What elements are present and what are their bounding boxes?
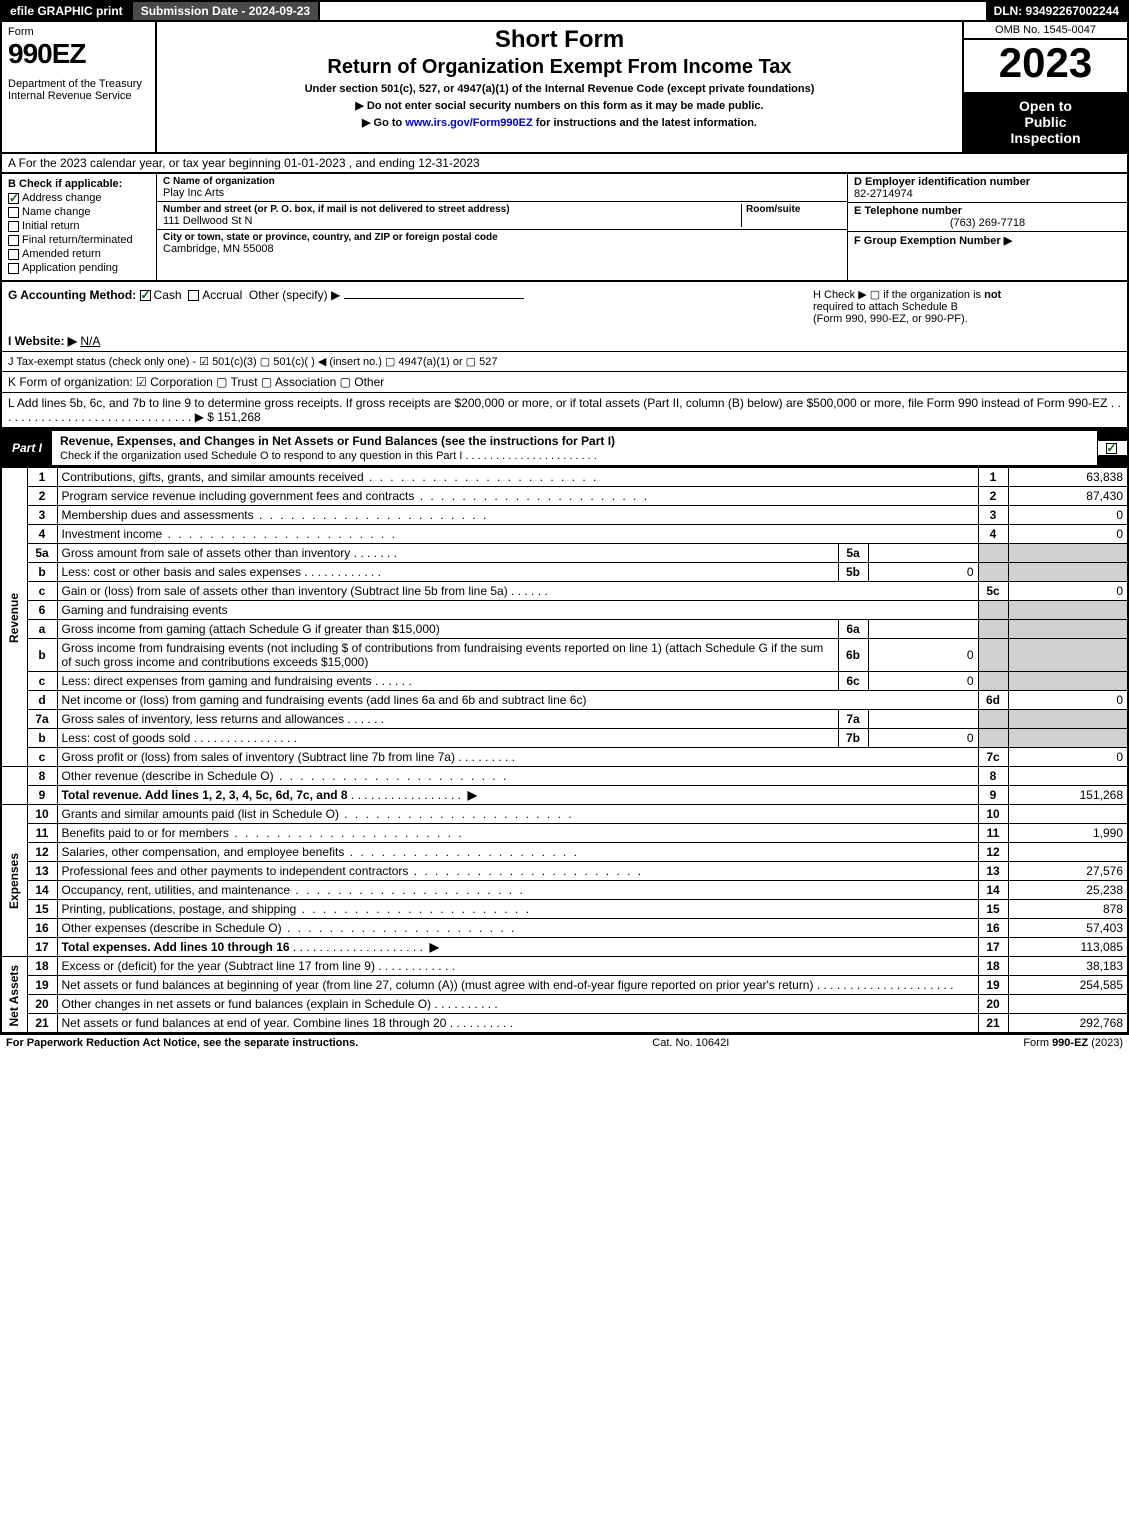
chk-amended-return[interactable]: Amended return xyxy=(8,248,150,260)
header-center: Short Form Return of Organization Exempt… xyxy=(157,22,962,152)
subtitle: Under section 501(c), 527, or 4947(a)(1)… xyxy=(167,83,952,95)
d-label: D Employer identification number xyxy=(854,176,1121,188)
submission-date: Submission Date - 2024-09-23 xyxy=(131,2,320,20)
ein: 82-2714974 xyxy=(854,188,1121,200)
f-label: F Group Exemption Number ▶ xyxy=(854,234,1121,247)
amt-13: 27,576 xyxy=(1008,862,1128,881)
c-room-label: Room/suite xyxy=(746,204,841,215)
footer-left: For Paperwork Reduction Act Notice, see … xyxy=(6,1037,358,1049)
form-header: Form 990EZ Department of the Treasury In… xyxy=(0,22,1129,154)
amt-6d: 0 xyxy=(1008,691,1128,710)
amt-5a xyxy=(868,544,978,563)
amt-6a xyxy=(868,620,978,639)
gross-receipts: 151,268 xyxy=(217,410,260,424)
footer-center: Cat. No. 10642I xyxy=(358,1037,1023,1049)
amt-14: 25,238 xyxy=(1008,881,1128,900)
chk-schedule-o[interactable] xyxy=(1106,443,1117,454)
title-return: Return of Organization Exempt From Incom… xyxy=(167,56,952,79)
chk-initial-return[interactable]: Initial return xyxy=(8,220,150,232)
form-label: Form xyxy=(8,26,149,38)
chk-accrual[interactable] xyxy=(188,290,199,301)
amt-6b: 0 xyxy=(868,639,978,672)
top-bar: efile GRAPHIC print Submission Date - 20… xyxy=(0,0,1129,22)
chk-final-return[interactable]: Final return/terminated xyxy=(8,234,150,246)
amt-21: 292,768 xyxy=(1008,1014,1128,1034)
amt-11: 1,990 xyxy=(1008,824,1128,843)
omb-number: OMB No. 1545-0047 xyxy=(964,22,1127,40)
section-b: B Check if applicable: Address change Na… xyxy=(2,174,157,280)
note-goto: ▶ Go to www.irs.gov/Form990EZ for instru… xyxy=(167,116,952,129)
section-a: A For the 2023 calendar year, or tax yea… xyxy=(0,154,1129,174)
amt-5c: 0 xyxy=(1008,582,1128,601)
efile-label[interactable]: efile GRAPHIC print xyxy=(2,2,131,20)
section-c: C Name of organization Play Inc Arts Num… xyxy=(157,174,847,280)
section-l: L Add lines 5b, 6c, and 7b to line 9 to … xyxy=(0,393,1129,429)
dept-1: Department of the Treasury xyxy=(8,78,149,90)
amt-12 xyxy=(1008,843,1128,862)
amt-10 xyxy=(1008,805,1128,824)
c-street-label: Number and street (or P. O. box, if mail… xyxy=(163,204,741,215)
header-right: OMB No. 1545-0047 2023 Open to Public In… xyxy=(962,22,1127,152)
telephone: (763) 269-7718 xyxy=(854,217,1121,229)
amt-20 xyxy=(1008,995,1128,1014)
chk-cash[interactable] xyxy=(140,290,151,301)
section-b-c-d: B Check if applicable: Address change Na… xyxy=(0,174,1129,282)
amt-19: 254,585 xyxy=(1008,976,1128,995)
section-i: I Website: ▶ N/A xyxy=(0,331,1129,352)
amt-8 xyxy=(1008,767,1128,786)
website: N/A xyxy=(80,334,100,348)
amt-5b: 0 xyxy=(868,563,978,582)
amt-7a xyxy=(868,710,978,729)
g-label: G Accounting Method: xyxy=(8,288,136,302)
revenue-side-label: Revenue xyxy=(1,468,27,767)
dept-2: Internal Revenue Service xyxy=(8,90,149,102)
amt-18: 38,183 xyxy=(1008,957,1128,976)
irs-link[interactable]: www.irs.gov/Form990EZ xyxy=(405,117,532,129)
header-left: Form 990EZ Department of the Treasury In… xyxy=(2,22,157,152)
footer-right: Form 990-EZ (2023) xyxy=(1023,1037,1123,1049)
section-h: H Check ▶ ▢ if the organization is not r… xyxy=(807,282,1127,331)
amt-15: 878 xyxy=(1008,900,1128,919)
c-name-label: C Name of organization xyxy=(163,176,841,187)
org-city: Cambridge, MN 55008 xyxy=(163,243,841,255)
amt-16: 57,403 xyxy=(1008,919,1128,938)
amt-17: 113,085 xyxy=(1008,938,1128,957)
section-g-h: G Accounting Method: Cash Accrual Other … xyxy=(0,282,1129,331)
page-footer: For Paperwork Reduction Act Notice, see … xyxy=(0,1034,1129,1051)
tax-year: 2023 xyxy=(964,40,1127,92)
note-ssn: ▶ Do not enter social security numbers o… xyxy=(167,99,952,112)
amt-7b: 0 xyxy=(868,729,978,748)
chk-name-change[interactable]: Name change xyxy=(8,206,150,218)
chk-address-change[interactable]: Address change xyxy=(8,192,150,204)
c-city-label: City or town, state or province, country… xyxy=(163,232,841,243)
section-j: J Tax-exempt status (check only one) - ☑… xyxy=(0,352,1129,372)
section-k: K Form of organization: ☑ Corporation ▢ … xyxy=(0,372,1129,393)
part-1-tab: Part I xyxy=(2,438,52,458)
org-name: Play Inc Arts xyxy=(163,187,841,199)
amt-6c: 0 xyxy=(868,672,978,691)
chk-application-pending[interactable]: Application pending xyxy=(8,262,150,274)
part-1-title: Revenue, Expenses, and Changes in Net As… xyxy=(52,431,1097,465)
amt-2: 87,430 xyxy=(1008,487,1128,506)
title-short-form: Short Form xyxy=(167,26,952,54)
amt-7c: 0 xyxy=(1008,748,1128,767)
expenses-side-label: Expenses xyxy=(1,805,27,957)
inspection-badge: Open to Public Inspection xyxy=(964,92,1127,152)
netassets-side-label: Net Assets xyxy=(1,957,27,1034)
org-street: 111 Dellwood St N xyxy=(163,215,741,227)
amt-1: 63,838 xyxy=(1008,468,1128,487)
revenue-table: Revenue 1 Contributions, gifts, grants, … xyxy=(0,467,1129,1034)
section-d-e-f: D Employer identification number 82-2714… xyxy=(847,174,1127,280)
amt-3: 0 xyxy=(1008,506,1128,525)
e-label: E Telephone number xyxy=(854,205,1121,217)
b-label: B Check if applicable: xyxy=(8,178,150,190)
amt-9: 151,268 xyxy=(1008,786,1128,805)
form-number: 990EZ xyxy=(8,38,149,70)
part-1-header: Part I Revenue, Expenses, and Changes in… xyxy=(0,429,1129,467)
amt-4: 0 xyxy=(1008,525,1128,544)
dln: DLN: 93492267002244 xyxy=(986,2,1127,20)
